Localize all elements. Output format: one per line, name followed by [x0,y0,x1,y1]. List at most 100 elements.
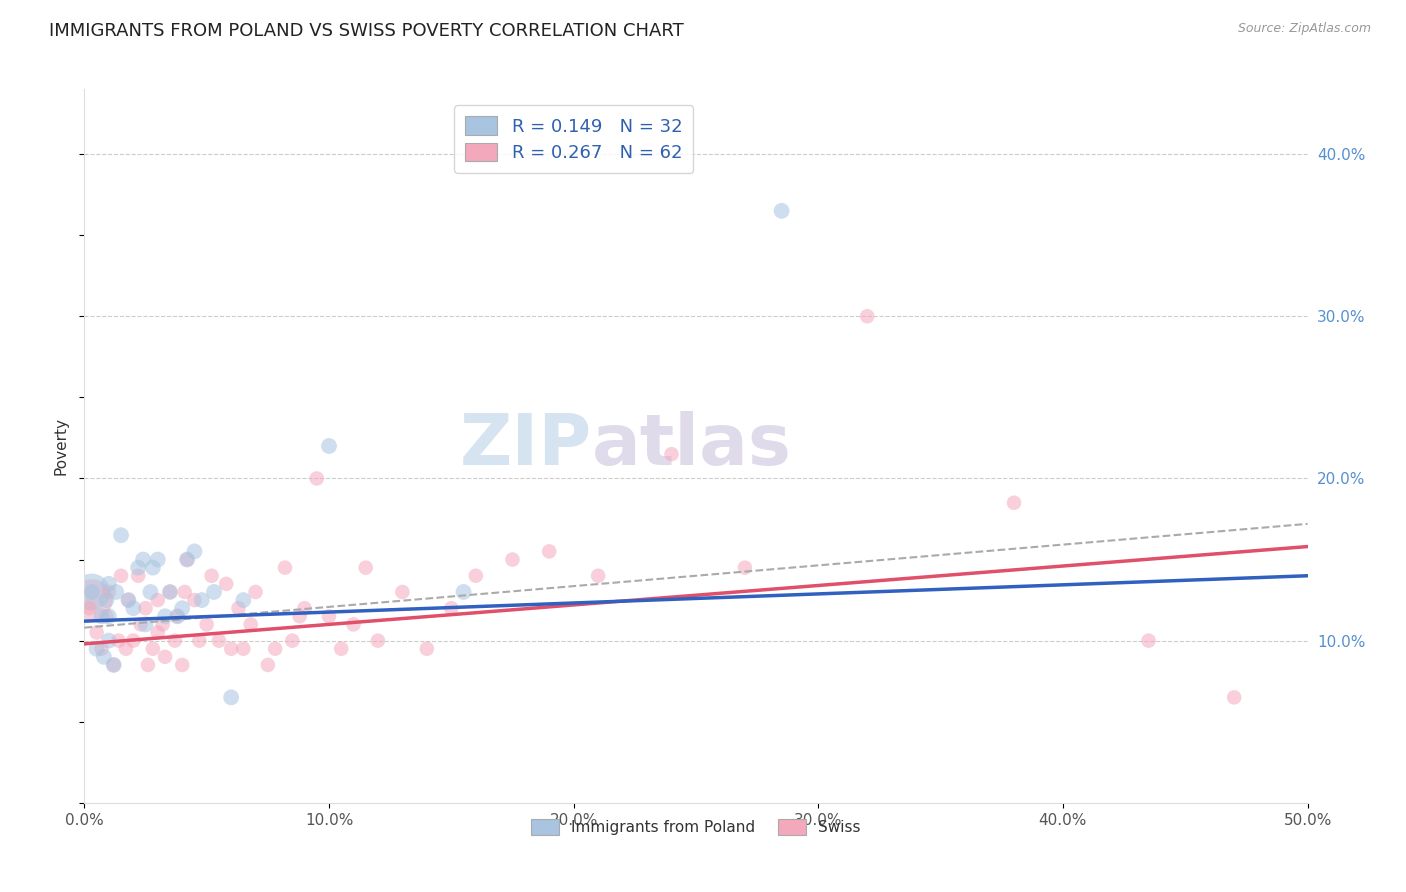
Y-axis label: Poverty: Poverty [53,417,69,475]
Point [354,560,377,574]
Point [117,593,139,607]
Point [172,601,194,615]
Point [288,609,311,624]
Point [86,641,108,656]
Point [257,657,280,672]
Point [330,641,353,656]
Point [80,593,103,607]
Point [661,447,683,461]
Point [127,568,149,582]
Point [77,601,100,615]
Text: IMMIGRANTS FROM POLAND VS SWISS POVERTY CORRELATION CHART: IMMIGRANTS FROM POLAND VS SWISS POVERTY … [49,22,683,40]
Point [183,593,205,607]
Point [136,657,159,672]
Point [183,544,205,558]
Point [281,633,304,648]
Point [135,617,157,632]
Point [97,609,120,624]
Point [86,625,108,640]
Point [538,544,561,558]
Point [856,310,879,324]
Point [219,641,242,656]
Point [176,552,198,566]
Point [734,560,756,574]
Point [80,585,103,599]
Point [208,633,231,648]
Point [122,601,145,615]
Point [142,641,165,656]
Point [391,585,413,599]
Point [159,585,181,599]
Point [90,609,112,624]
Point [152,617,174,632]
Point [305,471,328,485]
Point [188,633,211,648]
Point [502,552,524,566]
Point [117,593,139,607]
Point [115,641,138,656]
Point [146,593,169,607]
Point [166,609,188,624]
Point [166,609,188,624]
Point [127,560,149,574]
Point [367,633,389,648]
Point [586,568,609,582]
Point [110,528,132,542]
Point [232,641,254,656]
Point [96,593,118,607]
Point [132,552,155,566]
Point [318,609,340,624]
Point [159,585,181,599]
Point [1002,496,1025,510]
Point [1137,633,1160,648]
Point [195,617,218,632]
Legend: Immigrants from Poland, Swiss: Immigrants from Poland, Swiss [526,814,866,841]
Point [264,641,287,656]
Point [122,633,145,648]
Point [105,585,128,599]
Point [245,585,267,599]
Point [173,585,195,599]
Point [97,585,120,599]
Point [191,593,214,607]
Point [274,560,297,574]
Point [215,577,238,591]
Point [318,439,340,453]
Point [146,625,169,640]
Point [342,617,364,632]
Point [97,577,120,591]
Point [139,585,162,599]
Point [142,560,165,574]
Point [80,585,103,599]
Point [440,601,463,615]
Point [135,601,157,615]
Point [416,641,439,656]
Point [294,601,316,615]
Point [97,633,120,648]
Point [163,633,186,648]
Point [239,617,262,632]
Point [200,568,222,582]
Point [464,568,486,582]
Point [110,568,132,582]
Point [90,641,112,656]
Point [202,585,225,599]
Point [96,609,118,624]
Point [453,585,475,599]
Point [93,649,115,664]
Point [103,657,125,672]
Point [129,617,152,632]
Text: Source: ZipAtlas.com: Source: ZipAtlas.com [1237,22,1371,36]
Point [228,601,250,615]
Text: ZIP: ZIP [460,411,592,481]
Point [146,552,169,566]
Point [172,657,194,672]
Point [153,609,176,624]
Point [770,203,793,218]
Point [219,690,242,705]
Point [232,593,254,607]
Point [103,657,125,672]
Point [153,649,176,664]
Point [1223,690,1246,705]
Text: atlas: atlas [592,411,792,481]
